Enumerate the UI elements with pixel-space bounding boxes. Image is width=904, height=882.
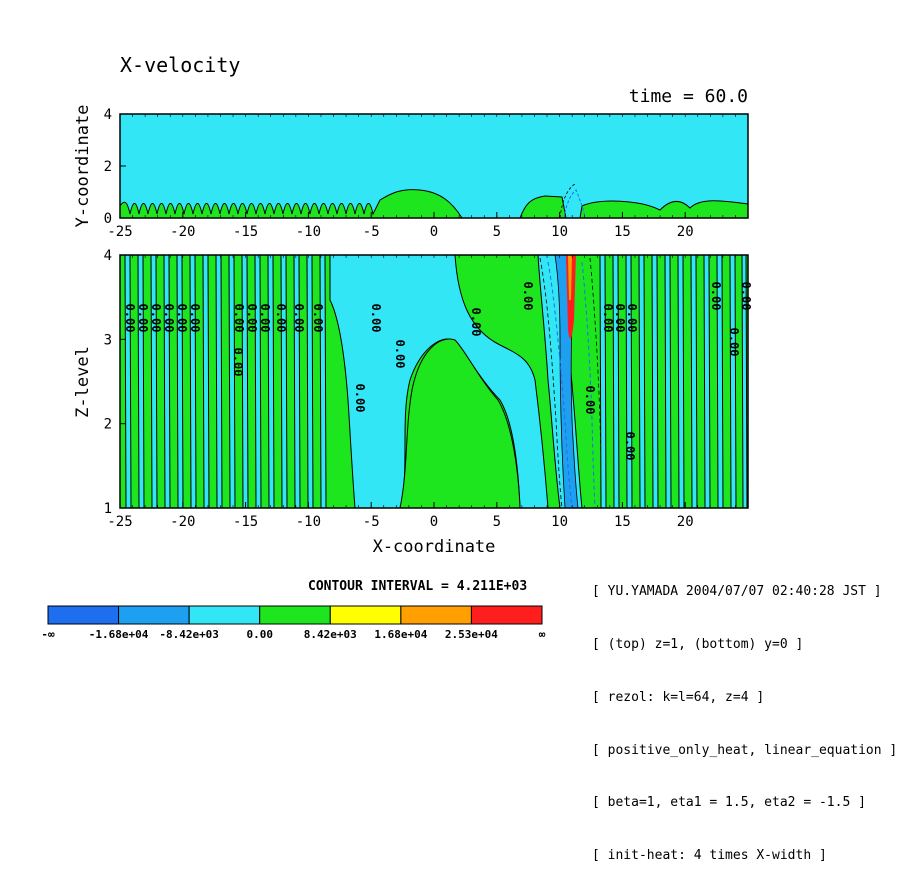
contour-label: 0.00 [311,304,325,333]
colorbar-segment [400,605,472,625]
run-info: [ YU.YAMADA 2004/07/07 02:40:28 JST ] [ … [592,548,897,882]
colorbar-segment [188,605,261,625]
contour-label: 0.00 [274,304,288,333]
y-tick-label: 2 [104,417,112,433]
contour-label: 0.00 [613,304,627,333]
contour-label: 0.00 [258,304,272,333]
y-tick-label: 4 [104,107,112,123]
contour-labels: 0.00 0.00 0.00 0.00 0.00 0.00 0.00 0.00 0.00 0.00… [123,282,753,461]
x-tick-label: -20 [170,514,195,530]
contour-interval-label: CONTOUR INTERVAL = 4.211E+03 [308,579,527,594]
info-line: [ positive_only_heat, linear_equation ] [592,742,898,758]
y-tick-label: 1 [104,501,112,517]
contour-label: 0.00 [521,282,535,311]
contour-label: 0.00 [393,340,407,369]
top-panel: -25 -20 -15 -10 -5 0 5 10 15 20 0 2 4 Y-coordinate [73,105,749,240]
contour-label: 0.00 [162,304,176,333]
contour-label: 0.00 [292,304,306,333]
colorbar-label: -8.42e+03 [159,628,219,641]
colorbar-labels: -∞ -1.68e+04 -8.42e+03 0.00 8.42e+03 1.68e+04… [41,628,545,641]
bottom-y-tick-labels: 1 2 3 4 [104,248,126,517]
bottom-y-axis-label: Z-level [73,346,93,418]
chart-title: X-velocity [120,53,240,77]
colorbar-label: 1.68e+04 [374,628,427,641]
x-tick-label: -10 [296,224,321,240]
contour-label: 0.00 [231,348,245,377]
colorbar-segment [259,605,331,625]
x-tick-label: -5 [363,224,380,240]
x-tick-label: 0 [430,514,438,530]
contour-label: 0.00 [739,282,753,311]
x-velocity-figure: X-velocity time = 60.0 -25 -20 -15 -10 -5 0 5 1… [41,53,753,641]
contour-label: 0.00 [188,304,202,333]
info-line: [ YU.YAMADA 2004/07/07 02:40:28 JST ] [592,584,882,600]
info-line: [ beta=1, eta1 = 1.5, eta2 = -1.5 ] [592,795,866,811]
colorbar-label: -1.68e+04 [89,628,149,641]
x-tick-label: 15 [614,514,631,530]
y-tick-label: 4 [104,248,112,264]
x-tick-label: -10 [296,514,321,530]
x-tick-label: -25 [107,224,132,240]
top-y-axis-label: Y-coordinate [73,105,93,228]
contour-label: 0.00 [175,304,189,333]
x-tick-label: 15 [614,224,631,240]
info-line: [ init-heat: 4 times X-width ] [592,848,827,864]
contour-label: 0.00 [727,328,741,357]
colorbar-label: -∞ [41,628,55,641]
colorbar-segment [470,605,543,625]
x-tick-label: -15 [233,514,258,530]
colorbar-segment [118,605,190,625]
x-tick-label: -5 [363,514,380,530]
colorbar-segment [47,605,120,625]
contour-label: 0.00 [245,304,259,333]
contour-label: 0.00 [709,282,723,311]
contour-label: 0.00 [583,386,597,415]
info-line: [ rezol: k=l=64, z=4 ] [592,689,765,705]
contour-label: 0.00 [149,304,163,333]
y-tick-label: 2 [104,159,112,175]
bottom-panel: 0.00 0.00 0.00 0.00 0.00 0.00 0.00 0.00 0.00 0.00… [73,248,753,557]
contour-label: 0.00 [232,304,246,333]
contour-label: 0.00 [369,304,383,333]
colorbar-label: 0.00 [246,628,273,641]
contour-label: 0.00 [353,384,367,413]
contour-label: 0.00 [136,304,150,333]
x-tick-label: 0 [430,224,438,240]
x-tick-label: 5 [493,514,501,530]
contour-label: 0.00 [623,432,637,461]
time-label: time = 60.0 [629,86,748,107]
contour-label: 0.00 [625,304,639,333]
bottom-x-axis-label: X-coordinate [373,537,496,557]
colorbar [47,605,543,625]
y-tick-label: 0 [104,211,112,227]
bottom-x-tick-labels: -25 -20 -15 -10 -5 0 5 10 15 20 [107,255,749,530]
top-y-tick-labels: 0 2 4 [104,107,126,227]
y-tick-label: 3 [104,332,112,348]
x-tick-label: 10 [551,224,568,240]
colorbar-label: 2.53e+04 [445,628,498,641]
x-tick-label: -15 [233,224,258,240]
contour-label: 0.00 [601,304,615,333]
x-tick-label: -20 [170,224,195,240]
x-tick-label: 5 [493,224,501,240]
x-tick-label: 20 [677,224,694,240]
colorbar-label: ∞ [539,628,546,641]
colorbar-label: 8.42e+03 [304,628,357,641]
contour-label: 0.00 [123,304,137,333]
top-x-tick-labels: -25 -20 -15 -10 -5 0 5 10 15 20 [107,114,749,240]
x-tick-label: 10 [551,514,568,530]
x-tick-label: 20 [677,514,694,530]
contour-label: 0.00 [469,308,483,337]
x-tick-label: -25 [107,514,132,530]
colorbar-segment [329,605,402,625]
info-line: [ (top) z=1, (bottom) y=0 ] [592,636,804,652]
